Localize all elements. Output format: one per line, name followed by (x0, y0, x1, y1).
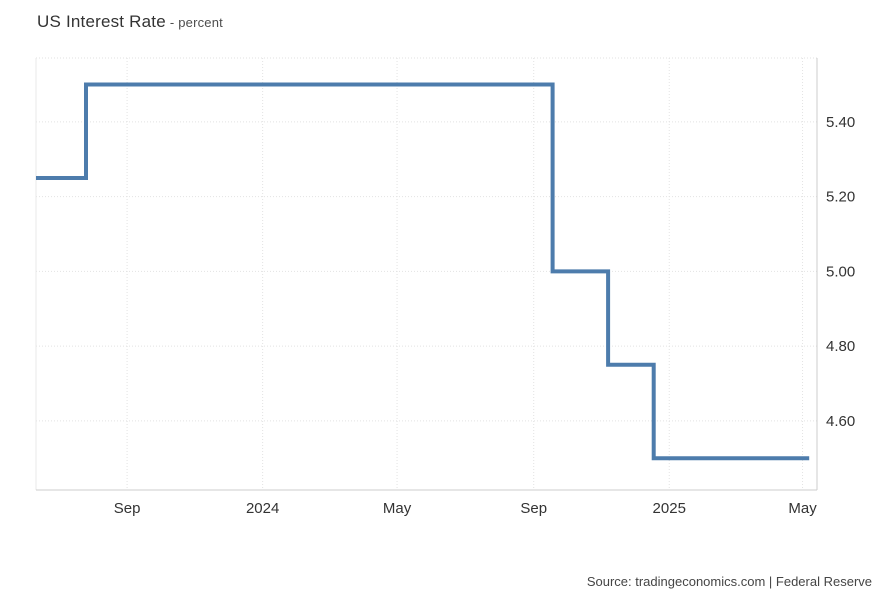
x-axis-label: 2024 (246, 500, 279, 517)
chart-subtitle: - percent (169, 15, 223, 30)
y-axis-label: 4.80 (826, 338, 855, 355)
y-axis-label: 4.60 (826, 413, 855, 430)
chart-svg: 5.40 5.20 5.00 4.80 4.60 Sep 2024 May Sep 2025 May (35, 57, 855, 517)
chart-title: US Interest Rate - percent (37, 12, 223, 32)
x-axis-label: 2025 (653, 500, 686, 517)
y-axis-label: 5.40 (826, 114, 855, 131)
series-line[interactable] (36, 82, 810, 461)
y-axis-label: 5.20 (826, 189, 855, 206)
chart-title-text: US Interest Rate (37, 12, 166, 31)
source-attribution: Source: tradingeconomics.com | Federal R… (586, 574, 872, 589)
x-axis-label: May (383, 500, 412, 517)
x-axis-label: Sep (520, 500, 547, 517)
x-axis-label: Sep (114, 500, 141, 517)
y-axis-label: 5.00 (826, 263, 855, 280)
x-axis-label: May (788, 500, 817, 517)
